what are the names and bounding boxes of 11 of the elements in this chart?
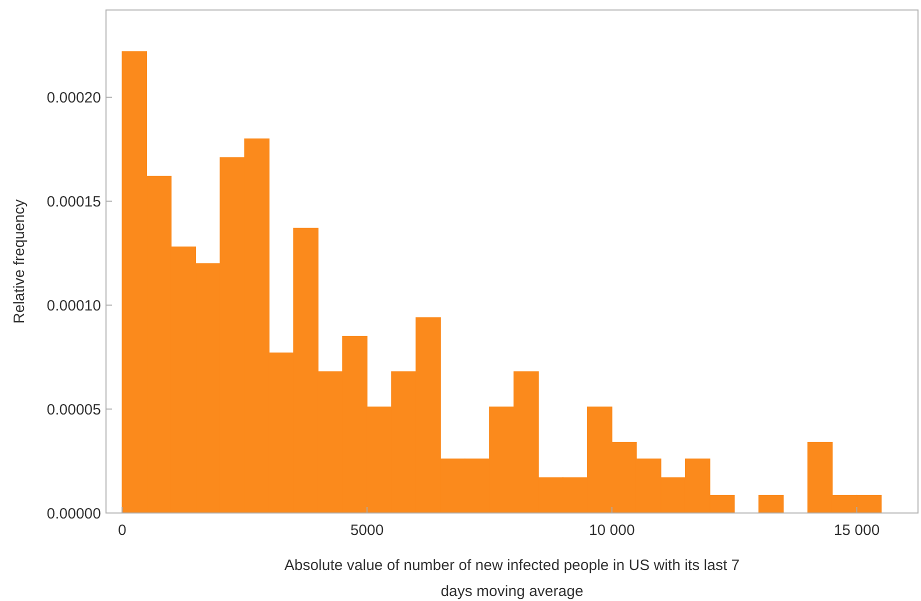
y-tick-label: 0.00015 (46, 193, 101, 210)
x-tick-label: 15 000 (834, 522, 880, 539)
y-axis-title: Relative frequency (11, 198, 28, 324)
y-tick-label: 0.00005 (46, 401, 101, 418)
y-tick-label: 0.00010 (46, 297, 101, 314)
x-tick-label: 5000 (350, 522, 384, 539)
y-tick-label: 0.00020 (46, 90, 101, 107)
x-tick-label: 0 (118, 522, 126, 539)
x-axis-title: Absolute value of number of new infected people in US with its last 7 days moving average (284, 557, 740, 600)
x-tick-label: 10 000 (588, 522, 635, 539)
y-tick-label: 0.00000 (46, 505, 101, 522)
